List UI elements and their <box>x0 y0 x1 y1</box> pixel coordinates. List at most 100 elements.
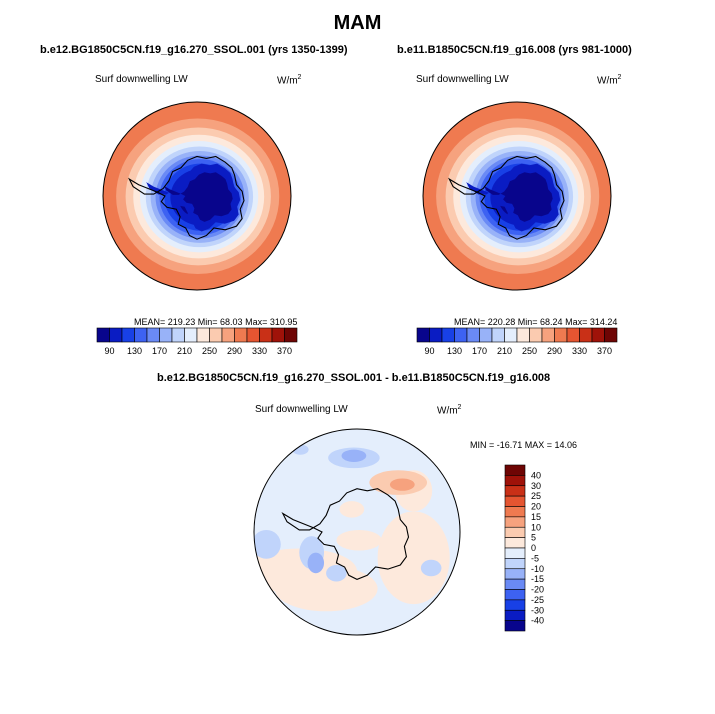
contour-band <box>307 552 325 574</box>
colorbar-swatch <box>246 327 260 343</box>
diff-case-title: b.e12.BG1850C5CN.f19_g16.270_SSOL.001 - … <box>157 372 551 384</box>
colorbar-swatch <box>479 327 493 343</box>
contour-band <box>336 529 382 551</box>
colorbar-tick-label: 250 <box>202 346 217 356</box>
page-title: MAM <box>333 12 382 34</box>
colorbar-swatch <box>504 537 526 549</box>
colorbar-tick-label: 25 <box>531 491 541 501</box>
contour-band <box>326 564 347 582</box>
colorbar-tick-label: 170 <box>472 346 487 356</box>
panel2-stats: MEAN= 220.28 Min= 68.24 Max= 314.24 <box>454 317 618 327</box>
diff-map-border <box>253 428 461 636</box>
panel2-map <box>423 102 611 290</box>
colorbar-tick-label: 330 <box>572 346 587 356</box>
panel1-units: W/m2 <box>277 74 302 87</box>
colorbar-tick-label: -40 <box>531 616 544 626</box>
contour-band <box>420 559 442 577</box>
colorbar-swatch <box>504 558 526 570</box>
colorbar-swatch <box>504 547 526 559</box>
panel1-variable-label: Surf downwelling LW <box>95 74 188 85</box>
colorbar-tick-label: 210 <box>177 346 192 356</box>
colorbar-tick-label: 290 <box>547 346 562 356</box>
colorbar-swatch <box>579 327 593 343</box>
colorbar-swatch <box>466 327 480 343</box>
colorbar-tick-label: -15 <box>531 574 544 584</box>
colorbar-swatch <box>566 327 580 343</box>
colorbar-swatch <box>134 327 148 343</box>
panel1-case-title: b.e12.BG1850C5CN.f19_g16.270_SSOL.001 (y… <box>40 44 348 56</box>
colorbar-tick-label: 250 <box>522 346 537 356</box>
panel2-variable-label: Surf downwelling LW <box>416 74 509 85</box>
colorbar-swatch <box>504 475 526 487</box>
colorbar-swatch <box>121 327 135 343</box>
panel1-colorbar: 90 130 170 210 250 290 330 370 <box>96 327 298 356</box>
panel1-map-border <box>102 101 292 291</box>
colorbar-swatch <box>504 506 526 518</box>
colorbar-tick-label: -20 <box>531 585 544 595</box>
contour-band <box>163 172 233 222</box>
colorbar-tick-label: 210 <box>497 346 512 356</box>
diff-units: W/m2 <box>437 404 462 417</box>
colorbar-tick-label: 90 <box>104 346 114 356</box>
colorbar-swatch <box>109 327 123 343</box>
colorbar-swatch <box>209 327 223 343</box>
colorbar-swatch <box>454 327 468 343</box>
colorbar-swatch <box>541 327 555 343</box>
colorbar-swatch <box>504 568 526 580</box>
colorbar-swatch <box>529 327 543 343</box>
panel2-units: W/m2 <box>597 74 622 87</box>
colorbar-tick-label: 20 <box>531 502 541 512</box>
colorbar-tick-label: 5 <box>531 533 536 543</box>
colorbar-swatch <box>196 327 210 343</box>
colorbar-swatch <box>516 327 530 343</box>
colorbar-tick-label: -10 <box>531 564 544 574</box>
colorbar-swatch <box>504 485 526 497</box>
colorbar-tick-label: 90 <box>424 346 434 356</box>
colorbar-swatch <box>441 327 455 343</box>
colorbar-swatch <box>146 327 160 343</box>
colorbar-swatch <box>159 327 173 343</box>
colorbar-swatch <box>504 526 526 538</box>
panel2-map-border <box>422 101 612 291</box>
colorbar-tick-label: 130 <box>447 346 462 356</box>
colorbar-tick-label: 40 <box>531 470 541 480</box>
diff-variable-label: Surf downwelling LW <box>255 404 348 415</box>
panel1-antarctica-coastline <box>127 155 245 240</box>
colorbar-swatch <box>591 327 605 343</box>
contour-band <box>254 529 281 559</box>
colorbar-tick-label: 30 <box>531 481 541 491</box>
colorbar-swatch <box>416 327 430 343</box>
colorbar-tick-label: 15 <box>531 512 541 522</box>
colorbar-tick-label: 370 <box>597 346 612 356</box>
colorbar-tick-label: 290 <box>227 346 242 356</box>
colorbar-swatch <box>504 589 526 601</box>
colorbar-tick-label: 130 <box>127 346 142 356</box>
colorbar-swatch <box>429 327 443 343</box>
colorbar-swatch <box>504 609 526 621</box>
panel1-stats: MEAN= 219.23 Min= 68.03 Max= 310.95 <box>134 317 298 327</box>
panel2-colorbar: 90 130 170 210 250 290 330 370 <box>416 327 618 356</box>
colorbar-tick-label: 370 <box>277 346 292 356</box>
diff-antarctica-coastline <box>281 488 410 581</box>
diff-map <box>254 429 460 635</box>
colorbar-swatch <box>96 327 110 343</box>
colorbar-swatch <box>171 327 185 343</box>
contour-band <box>389 478 415 491</box>
colorbar-swatch <box>221 327 235 343</box>
colorbar-tick-label: -30 <box>531 605 544 615</box>
contour-band <box>274 565 378 612</box>
panel1-map <box>103 102 291 290</box>
colorbar-swatch <box>259 327 273 343</box>
colorbar-swatch <box>504 620 526 632</box>
panel2-antarctica-coastline <box>447 155 565 240</box>
colorbar-tick-label: 0 <box>531 543 536 553</box>
colorbar-swatch <box>504 578 526 590</box>
colorbar-swatch <box>491 327 505 343</box>
colorbar-swatch <box>604 327 618 343</box>
colorbar-swatch <box>504 327 518 343</box>
colorbar-swatch <box>504 599 526 611</box>
colorbar-swatch <box>184 327 198 343</box>
colorbar-swatch <box>234 327 248 343</box>
